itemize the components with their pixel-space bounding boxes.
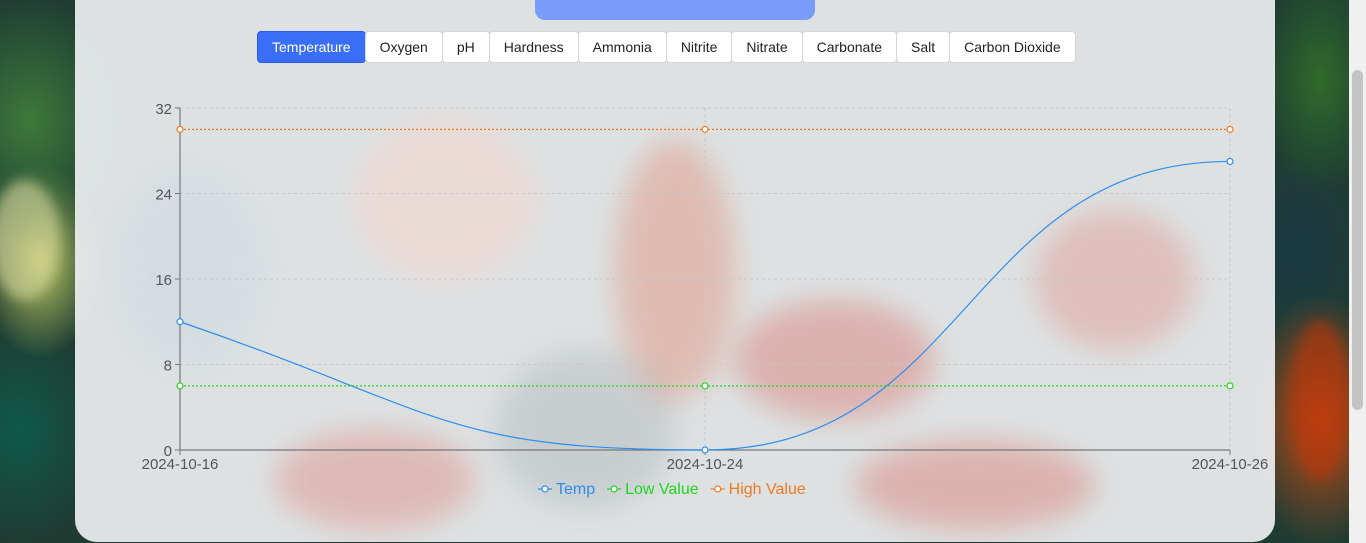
chart-series <box>176 125 1234 454</box>
y-tick-label: 16 <box>155 272 172 289</box>
legend-item-temp[interactable]: Temp <box>538 481 595 498</box>
tab-carbon-dioxide[interactable]: Carbon Dioxide <box>949 31 1076 63</box>
legend-marker <box>714 485 722 493</box>
data-point <box>176 382 184 390</box>
header-bar <box>535 0 815 20</box>
tab-salt[interactable]: Salt <box>896 31 951 63</box>
series-line-temp <box>179 160 1231 451</box>
tab-oxygen[interactable]: Oxygen <box>364 31 443 63</box>
tab-carbonate[interactable]: Carbonate <box>801 31 897 63</box>
legend-marker <box>541 485 549 493</box>
legend-label: High Value <box>729 481 806 498</box>
x-tick-label: 2024-10-24 <box>667 456 744 473</box>
y-tick-label: 0 <box>164 443 172 460</box>
data-point <box>701 125 709 133</box>
tab-hardness[interactable]: Hardness <box>488 31 579 63</box>
chart-grid <box>180 107 1231 450</box>
x-tick-label: 2024-10-26 <box>1192 456 1269 473</box>
data-point <box>176 125 184 133</box>
tab-ammonia[interactable]: Ammonia <box>577 31 667 63</box>
y-tick-label: 8 <box>164 358 172 375</box>
tab-ph[interactable]: pH <box>441 31 490 63</box>
data-point <box>701 382 709 390</box>
y-tick-label: 32 <box>155 101 172 118</box>
tab-nitrite[interactable]: Nitrite <box>665 31 733 63</box>
data-point <box>1226 125 1234 133</box>
legend-label: Low Value <box>625 481 699 498</box>
legend-item-high-value[interactable]: High Value <box>710 481 806 498</box>
chart-legend[interactable]: Temp Low Value High Value <box>538 481 806 498</box>
data-point <box>701 446 709 454</box>
x-tick-label: 2024-10-16 <box>142 456 219 473</box>
scrollbar-thumb[interactable] <box>1352 70 1363 410</box>
vertical-scrollbar[interactable] <box>1349 0 1366 543</box>
chart-axes: 0 8 16 24 32 2024-10-16 2024-10-24 2024-10-26 <box>142 101 1269 473</box>
y-tick-label: 24 <box>155 187 172 204</box>
legend-item-low-value[interactable]: Low Value <box>607 481 699 498</box>
parameter-tabs: Temperature Oxygen pH Hardness Ammonia N… <box>257 31 1076 63</box>
legend-marker <box>610 485 618 493</box>
data-point <box>176 318 184 326</box>
legend-label: Temp <box>556 481 595 498</box>
data-point <box>1226 157 1234 166</box>
data-point <box>1226 382 1234 390</box>
tab-temperature[interactable]: Temperature <box>257 31 366 63</box>
